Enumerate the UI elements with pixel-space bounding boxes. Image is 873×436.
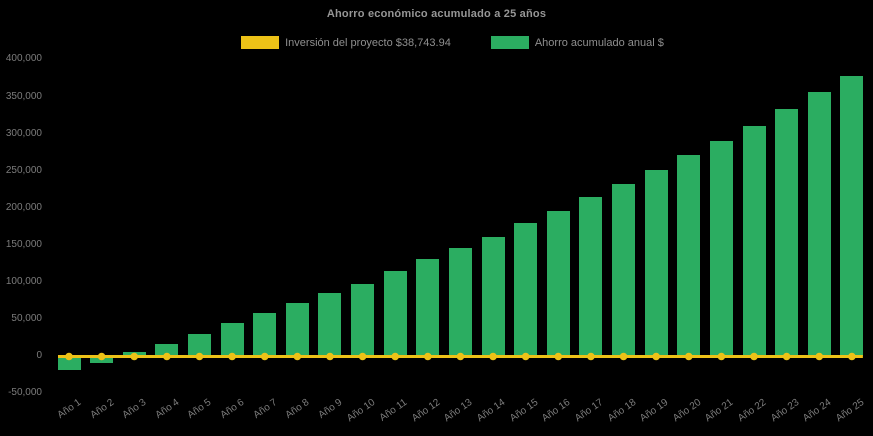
bar-ano-25 bbox=[840, 76, 864, 356]
y-axis-tick-label: 250,000 bbox=[5, 164, 42, 176]
bar-ano-24 bbox=[807, 92, 831, 356]
y-axis-tick-label: 100,000 bbox=[5, 275, 42, 287]
x-axis-label: Año 7 bbox=[251, 397, 280, 422]
x-axis-label: Año 10 bbox=[344, 397, 377, 425]
x-axis-label: Año 25 bbox=[833, 397, 867, 425]
bar-ano-9 bbox=[318, 292, 342, 356]
bar-ano-11 bbox=[383, 271, 407, 356]
bar-ano-8 bbox=[285, 303, 309, 356]
y-axis-tick-label: 150,000 bbox=[5, 238, 42, 250]
x-axis-label: Año 15 bbox=[507, 397, 540, 425]
x-axis-label: Año 1 bbox=[55, 397, 84, 422]
bar-ano-19 bbox=[644, 170, 668, 356]
y-axis-tick-label: 350,000 bbox=[5, 90, 42, 102]
y-axis-tick-label: 400,000 bbox=[5, 53, 42, 65]
bar-ano-1 bbox=[57, 356, 81, 371]
legend-label-savings: Ahorro acumulado anual $ bbox=[534, 36, 664, 49]
y-axis-tick-label: 50,000 bbox=[11, 312, 42, 324]
bar-ano-4 bbox=[155, 344, 179, 356]
bar-ano-16 bbox=[546, 211, 570, 356]
x-axis-label: Año 19 bbox=[638, 397, 671, 425]
x-axis-label: Año 12 bbox=[409, 397, 443, 425]
x-axis-label: Año 24 bbox=[801, 397, 834, 425]
chart-title: Ahorro económico acumulado a 25 años bbox=[326, 8, 547, 20]
bar-ano-15 bbox=[514, 222, 538, 356]
x-axis-label: Año 21 bbox=[703, 397, 736, 425]
x-axis-label: Año 4 bbox=[153, 397, 182, 422]
x-axis-label: Año 23 bbox=[768, 397, 801, 425]
x-axis-label: Año 9 bbox=[316, 397, 345, 422]
bar-ano-20 bbox=[677, 155, 701, 356]
legend-swatch-savings-icon bbox=[490, 36, 529, 49]
x-axis-label: Año 14 bbox=[475, 397, 508, 425]
x-axis-label: Año 11 bbox=[377, 397, 410, 424]
x-axis-label: Año 6 bbox=[218, 397, 247, 422]
bar-ano-10 bbox=[351, 283, 375, 356]
x-axis-label: Año 22 bbox=[736, 397, 769, 425]
y-axis-tick-label: 200,000 bbox=[5, 201, 42, 213]
legend-item-savings: Ahorro acumulado anual $ bbox=[490, 36, 664, 49]
y-axis-tick-label: 0 bbox=[36, 350, 42, 361]
bar-ano-21 bbox=[709, 140, 733, 356]
x-axis-label: Año 2 bbox=[88, 397, 116, 422]
bar-ano-14 bbox=[481, 237, 505, 356]
bar-ano-17 bbox=[579, 197, 603, 356]
y-axis-tick-label: -50,000 bbox=[8, 387, 42, 399]
bar-ano-12 bbox=[416, 259, 440, 356]
x-axis-label: Año 18 bbox=[605, 397, 638, 425]
x-axis-label: Año 5 bbox=[186, 397, 214, 422]
bar-ano-6 bbox=[220, 323, 244, 356]
bar-ano-22 bbox=[742, 125, 766, 356]
bar-ano-3 bbox=[122, 351, 146, 356]
x-axis-label: Año 17 bbox=[572, 397, 606, 425]
chart-legend: Inversión del proyecto $38,743.94 Ahorro… bbox=[0, 36, 873, 49]
x-axis-label: Año 16 bbox=[540, 397, 573, 425]
x-axis-label: Año 8 bbox=[283, 397, 312, 422]
legend-swatch-investment-icon bbox=[241, 36, 280, 49]
x-axis-label: Año 20 bbox=[670, 397, 704, 425]
bar-ano-13 bbox=[448, 248, 472, 356]
y-axis-tick-label: 300,000 bbox=[5, 127, 42, 139]
x-axis-label: Año 3 bbox=[120, 397, 149, 422]
bar-ano-18 bbox=[612, 183, 636, 356]
legend-label-investment: Inversión del proyecto $38,743.94 bbox=[285, 36, 451, 49]
bar-ano-23 bbox=[775, 109, 799, 356]
bar-ano-5 bbox=[187, 334, 211, 356]
bar-ano-2 bbox=[90, 356, 114, 364]
legend-item-investment: Inversión del proyecto $38,743.94 bbox=[241, 36, 451, 49]
bar-ano-7 bbox=[253, 313, 277, 356]
x-axis-label: Año 13 bbox=[442, 397, 475, 425]
